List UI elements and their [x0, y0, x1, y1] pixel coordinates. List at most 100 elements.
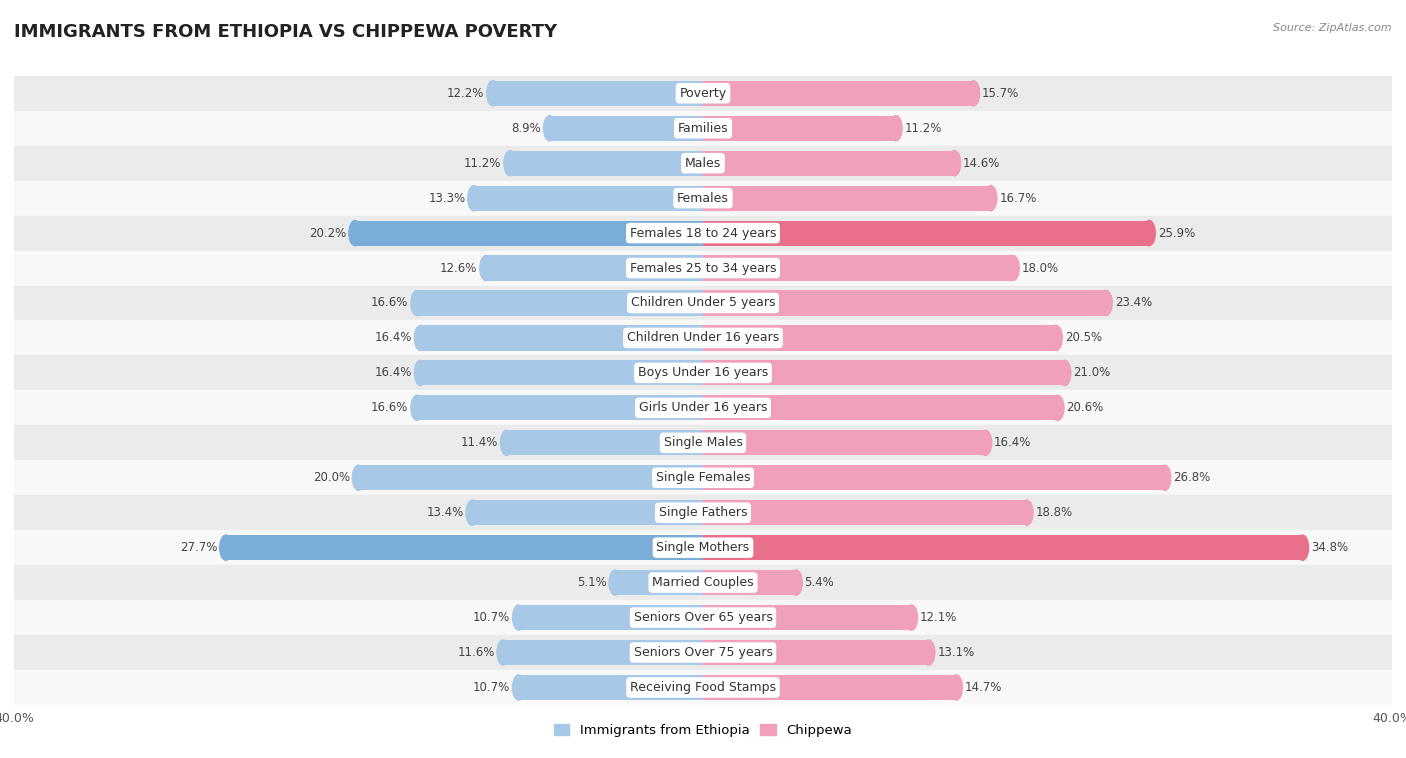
Bar	[519, 675, 703, 700]
Text: Males: Males	[685, 157, 721, 170]
Bar	[359, 465, 703, 490]
Bar	[703, 640, 928, 665]
Circle shape	[1007, 255, 1019, 280]
Bar	[418, 290, 703, 315]
Bar	[703, 431, 986, 456]
Bar	[703, 221, 1149, 246]
Text: Married Couples: Married Couples	[652, 576, 754, 589]
Bar	[703, 570, 796, 595]
Bar	[420, 325, 703, 350]
Text: 23.4%: 23.4%	[1115, 296, 1152, 309]
Circle shape	[411, 395, 423, 421]
Text: 16.6%: 16.6%	[371, 296, 409, 309]
Bar	[510, 151, 703, 176]
Text: 25.9%: 25.9%	[1157, 227, 1195, 240]
Text: Females 25 to 34 years: Females 25 to 34 years	[630, 262, 776, 274]
Text: Females: Females	[678, 192, 728, 205]
Bar	[14, 76, 1392, 111]
Text: 10.7%: 10.7%	[472, 681, 510, 694]
Text: 20.0%: 20.0%	[312, 471, 350, 484]
Bar	[14, 670, 1392, 705]
Circle shape	[415, 360, 427, 386]
Text: 12.2%: 12.2%	[447, 86, 484, 100]
Circle shape	[513, 605, 524, 630]
Text: 16.6%: 16.6%	[371, 401, 409, 415]
Circle shape	[465, 500, 478, 525]
Circle shape	[1059, 360, 1071, 386]
Text: 13.1%: 13.1%	[938, 646, 974, 659]
Text: 18.0%: 18.0%	[1022, 262, 1059, 274]
Text: 11.4%: 11.4%	[461, 437, 498, 449]
Bar	[420, 360, 703, 386]
Bar	[616, 570, 703, 595]
Bar	[703, 500, 1026, 525]
Text: Source: ZipAtlas.com: Source: ZipAtlas.com	[1274, 23, 1392, 33]
Bar	[226, 535, 703, 560]
Bar	[472, 500, 703, 525]
Circle shape	[1052, 395, 1064, 421]
Bar	[486, 255, 703, 280]
Text: 10.7%: 10.7%	[472, 611, 510, 624]
Circle shape	[353, 465, 364, 490]
Circle shape	[950, 675, 962, 700]
Text: Seniors Over 65 years: Seniors Over 65 years	[634, 611, 772, 624]
Bar	[14, 286, 1392, 321]
Circle shape	[544, 116, 555, 141]
Text: Single Females: Single Females	[655, 471, 751, 484]
Text: 26.8%: 26.8%	[1173, 471, 1211, 484]
Bar	[506, 431, 703, 456]
Circle shape	[496, 640, 509, 665]
Legend: Immigrants from Ethiopia, Chippewa: Immigrants from Ethiopia, Chippewa	[548, 719, 858, 742]
Circle shape	[922, 640, 935, 665]
Circle shape	[967, 80, 980, 106]
Text: 5.4%: 5.4%	[804, 576, 834, 589]
Bar	[703, 360, 1064, 386]
Bar	[14, 495, 1392, 530]
Bar	[356, 221, 703, 246]
Bar	[703, 465, 1164, 490]
Text: Girls Under 16 years: Girls Under 16 years	[638, 401, 768, 415]
Text: Families: Families	[678, 122, 728, 135]
Bar	[703, 675, 956, 700]
Text: 20.6%: 20.6%	[1066, 401, 1104, 415]
Circle shape	[1021, 500, 1033, 525]
Text: 11.2%: 11.2%	[904, 122, 942, 135]
Circle shape	[905, 605, 918, 630]
Text: Females 18 to 24 years: Females 18 to 24 years	[630, 227, 776, 240]
Bar	[703, 116, 896, 141]
Circle shape	[513, 675, 524, 700]
Text: Poverty: Poverty	[679, 86, 727, 100]
Text: 14.7%: 14.7%	[965, 681, 1002, 694]
Text: 13.4%: 13.4%	[426, 506, 464, 519]
Text: Single Mothers: Single Mothers	[657, 541, 749, 554]
Text: 21.0%: 21.0%	[1073, 366, 1111, 380]
Circle shape	[1050, 325, 1063, 350]
Text: Boys Under 16 years: Boys Under 16 years	[638, 366, 768, 380]
Bar	[703, 80, 973, 106]
Text: 5.1%: 5.1%	[576, 576, 606, 589]
Text: Seniors Over 75 years: Seniors Over 75 years	[634, 646, 772, 659]
Text: 20.2%: 20.2%	[309, 227, 346, 240]
Bar	[14, 425, 1392, 460]
Bar	[418, 395, 703, 421]
Circle shape	[1143, 221, 1156, 246]
Bar	[14, 530, 1392, 565]
Text: 15.7%: 15.7%	[981, 86, 1019, 100]
Circle shape	[415, 325, 427, 350]
Bar	[14, 215, 1392, 251]
Bar	[14, 390, 1392, 425]
Bar	[703, 151, 955, 176]
Bar	[703, 290, 1107, 315]
Circle shape	[790, 570, 803, 595]
Text: 34.8%: 34.8%	[1310, 541, 1348, 554]
Circle shape	[501, 431, 513, 456]
Bar	[703, 186, 991, 211]
Text: 27.7%: 27.7%	[180, 541, 218, 554]
Bar	[14, 460, 1392, 495]
Circle shape	[1099, 290, 1112, 315]
Text: 16.4%: 16.4%	[374, 331, 412, 344]
Circle shape	[984, 186, 997, 211]
Circle shape	[890, 116, 903, 141]
Bar	[703, 605, 911, 630]
Bar	[14, 356, 1392, 390]
